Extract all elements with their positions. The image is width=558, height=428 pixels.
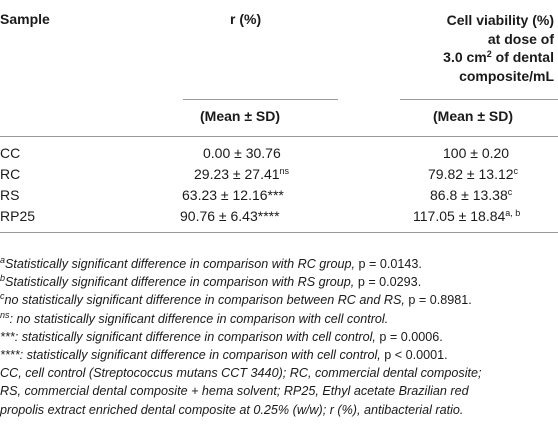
row-r-rp25: 90.76 ± 6.43**** bbox=[180, 208, 280, 224]
header-viability-line3: 3.0 cm2 of dental bbox=[443, 48, 554, 67]
footnote-four-stars: ****: statistically significant differen… bbox=[0, 346, 558, 364]
footnote-b-p: p = 0.0293. bbox=[357, 275, 422, 290]
row-v-rp25-value: 117.05 ± 18.84 bbox=[413, 208, 506, 224]
row-r-rc-value: 29.23 ± 27.41 bbox=[194, 166, 280, 182]
header-divider-v bbox=[400, 99, 558, 100]
row-r-rs-value: 63.23 ± 12.16*** bbox=[182, 187, 284, 203]
row-v-rs-value: 86.8 ± 13.38 bbox=[430, 187, 508, 203]
footnote-four-text: ****: statistically significant differen… bbox=[0, 348, 385, 363]
header-sample: Sample bbox=[0, 11, 50, 27]
footnote-abbrev-2: RS, commercial dental composite + hema s… bbox=[0, 384, 469, 399]
header-viability-dental: of dental bbox=[491, 49, 554, 65]
header-mean-sd-v: (Mean ± SD) bbox=[433, 108, 514, 124]
footnote-b-text: Statistically significant difference in … bbox=[5, 275, 358, 290]
header-cell-viability: Cell viability (%) at dose of 3.0 cm2 of… bbox=[443, 11, 554, 85]
row-v-rc-value: 79.82 ± 13.12 bbox=[428, 166, 514, 182]
row-v-rs-sup: c bbox=[507, 187, 513, 197]
header-bottom-rule bbox=[0, 136, 558, 137]
footnote-abbrev-1: CC, cell control (Streptococcus mutans C… bbox=[0, 366, 482, 381]
footnote-three-text: ***: statistically significant differenc… bbox=[0, 329, 380, 344]
footnote-c-p: p = 0.8981. bbox=[408, 293, 472, 308]
header-viability-line4: composite/mL bbox=[459, 67, 554, 84]
footnote-abbrev-3: propolis extract enriched dental composi… bbox=[0, 402, 464, 417]
footnote-a-p: p = 0.0143. bbox=[358, 257, 422, 271]
footnote-c: cno statistically significant difference… bbox=[0, 291, 558, 309]
header-viability-line2: at dose of bbox=[487, 30, 554, 47]
row-r-rp25-value: 90.76 ± 6.43**** bbox=[180, 208, 280, 224]
footnote-a-mark: a bbox=[0, 255, 6, 265]
row-r-rc: 29.23 ± 27.41ns bbox=[194, 166, 289, 182]
row-v-rs: 86.8 ± 13.38c bbox=[430, 187, 512, 203]
footnote-three-stars: ***: statistically significant differenc… bbox=[0, 328, 558, 346]
footnote-a-text: Statistically significant difference in … bbox=[5, 257, 359, 271]
footnote-b: bStatistically significant difference in… bbox=[0, 273, 558, 291]
row-r-rc-sup: ns bbox=[279, 166, 290, 176]
header-viability-dose: 3.0 cm bbox=[443, 49, 487, 65]
header-viability-line1: Cell viability (%) bbox=[446, 12, 554, 28]
table-bottom-rule bbox=[0, 232, 558, 233]
footnote-b-mark: b bbox=[0, 273, 6, 284]
row-r-rs: 63.23 ± 12.16*** bbox=[182, 187, 284, 203]
footnote-four-p: p < 0.0001. bbox=[384, 348, 448, 363]
header-r-percent: r (%) bbox=[230, 11, 262, 27]
footnotes: aStatistically significant difference in… bbox=[0, 255, 558, 419]
footnote-ns: ns: no statistically significant differe… bbox=[0, 310, 558, 328]
row-sample-rp25: RP25 bbox=[0, 208, 36, 224]
row-v-cc-value: 100 ± 0.20 bbox=[443, 145, 510, 161]
footnote-ns-text: : no statistically significant differenc… bbox=[9, 311, 389, 326]
row-sample-cc: CC bbox=[0, 145, 21, 161]
row-v-rp25: 117.05 ± 18.84a, b bbox=[413, 208, 520, 224]
header-mean-sd-r: (Mean ± SD) bbox=[200, 108, 281, 124]
row-v-rc: 79.82 ± 13.12c bbox=[428, 166, 518, 182]
row-sample-rc: RC bbox=[0, 166, 21, 182]
row-r-cc: 0.00 ± 30.76 bbox=[203, 145, 281, 161]
footnote-ns-mark: ns bbox=[0, 309, 10, 320]
row-sample-rs: RS bbox=[0, 187, 20, 203]
header-viability-exponent: 2 bbox=[486, 49, 492, 59]
footnote-a: aStatistically significant difference in… bbox=[0, 255, 558, 273]
row-r-cc-value: 0.00 ± 30.76 bbox=[203, 145, 281, 161]
row-v-rc-sup: c bbox=[513, 166, 519, 176]
footnote-c-mark: c bbox=[0, 291, 5, 302]
header-divider-r bbox=[183, 99, 338, 100]
footnote-three-p: p = 0.0006. bbox=[379, 329, 443, 344]
row-v-rp25-sup: a, b bbox=[505, 208, 521, 218]
row-v-cc: 100 ± 0.20 bbox=[443, 145, 509, 161]
footnote-c-text: no statistically significant difference … bbox=[4, 293, 409, 308]
